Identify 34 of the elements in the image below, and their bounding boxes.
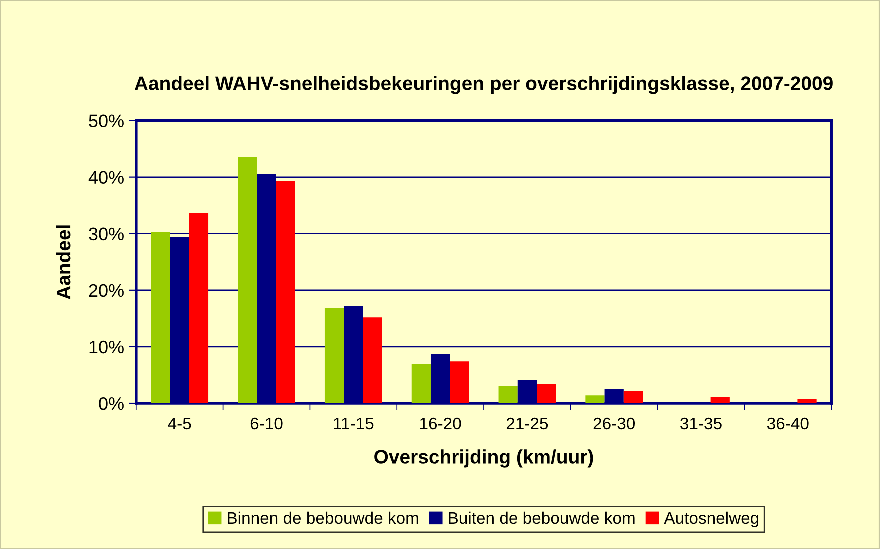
x-tick-label: 4-5 [168, 418, 192, 430]
bar [412, 364, 431, 404]
bar [189, 212, 209, 404]
x-tick-label: 26-30 [594, 418, 636, 430]
y-tick-label: 50% [89, 114, 124, 128]
legend-label: Autosnelweg [664, 512, 759, 528]
x-tick-label: 21-25 [506, 418, 548, 430]
y-tick-label: 30% [89, 228, 124, 241]
y-tick-label: 40% [88, 171, 124, 184]
x-tick-label: 36-40 [767, 418, 809, 430]
bar [586, 396, 605, 404]
x-tick-label: 11-15 [334, 418, 374, 430]
bar [450, 362, 470, 404]
bar [324, 308, 344, 404]
y-tick-label: 20% [89, 284, 124, 298]
bar [798, 398, 817, 404]
y-axis-title: Aandeel [56, 226, 71, 300]
bar [276, 181, 296, 404]
x-tick-label: 6-10 [250, 418, 283, 430]
bar [498, 386, 518, 404]
x-axis-title: Overschrijding (km/uur) [374, 450, 594, 468]
x-tick-label: 31-35 [680, 418, 722, 430]
legend-label: Buiten de bebouwde kom [449, 512, 635, 524]
legend-label: Binnen de bebouwde kom [228, 512, 418, 524]
bar [363, 318, 382, 404]
bar [537, 384, 556, 404]
chart-title: Aandeel WAHV-snelheidsbekeuringen per overschrijdingsklasse, 2007-2009 [134, 76, 833, 94]
bar [624, 391, 644, 404]
y-tick-label: 0% [99, 397, 124, 410]
y-tick-label: 10% [90, 340, 124, 354]
bar [151, 232, 170, 404]
bar [710, 397, 730, 404]
bar [238, 156, 258, 404]
x-tick-label: 16-20 [420, 418, 462, 430]
